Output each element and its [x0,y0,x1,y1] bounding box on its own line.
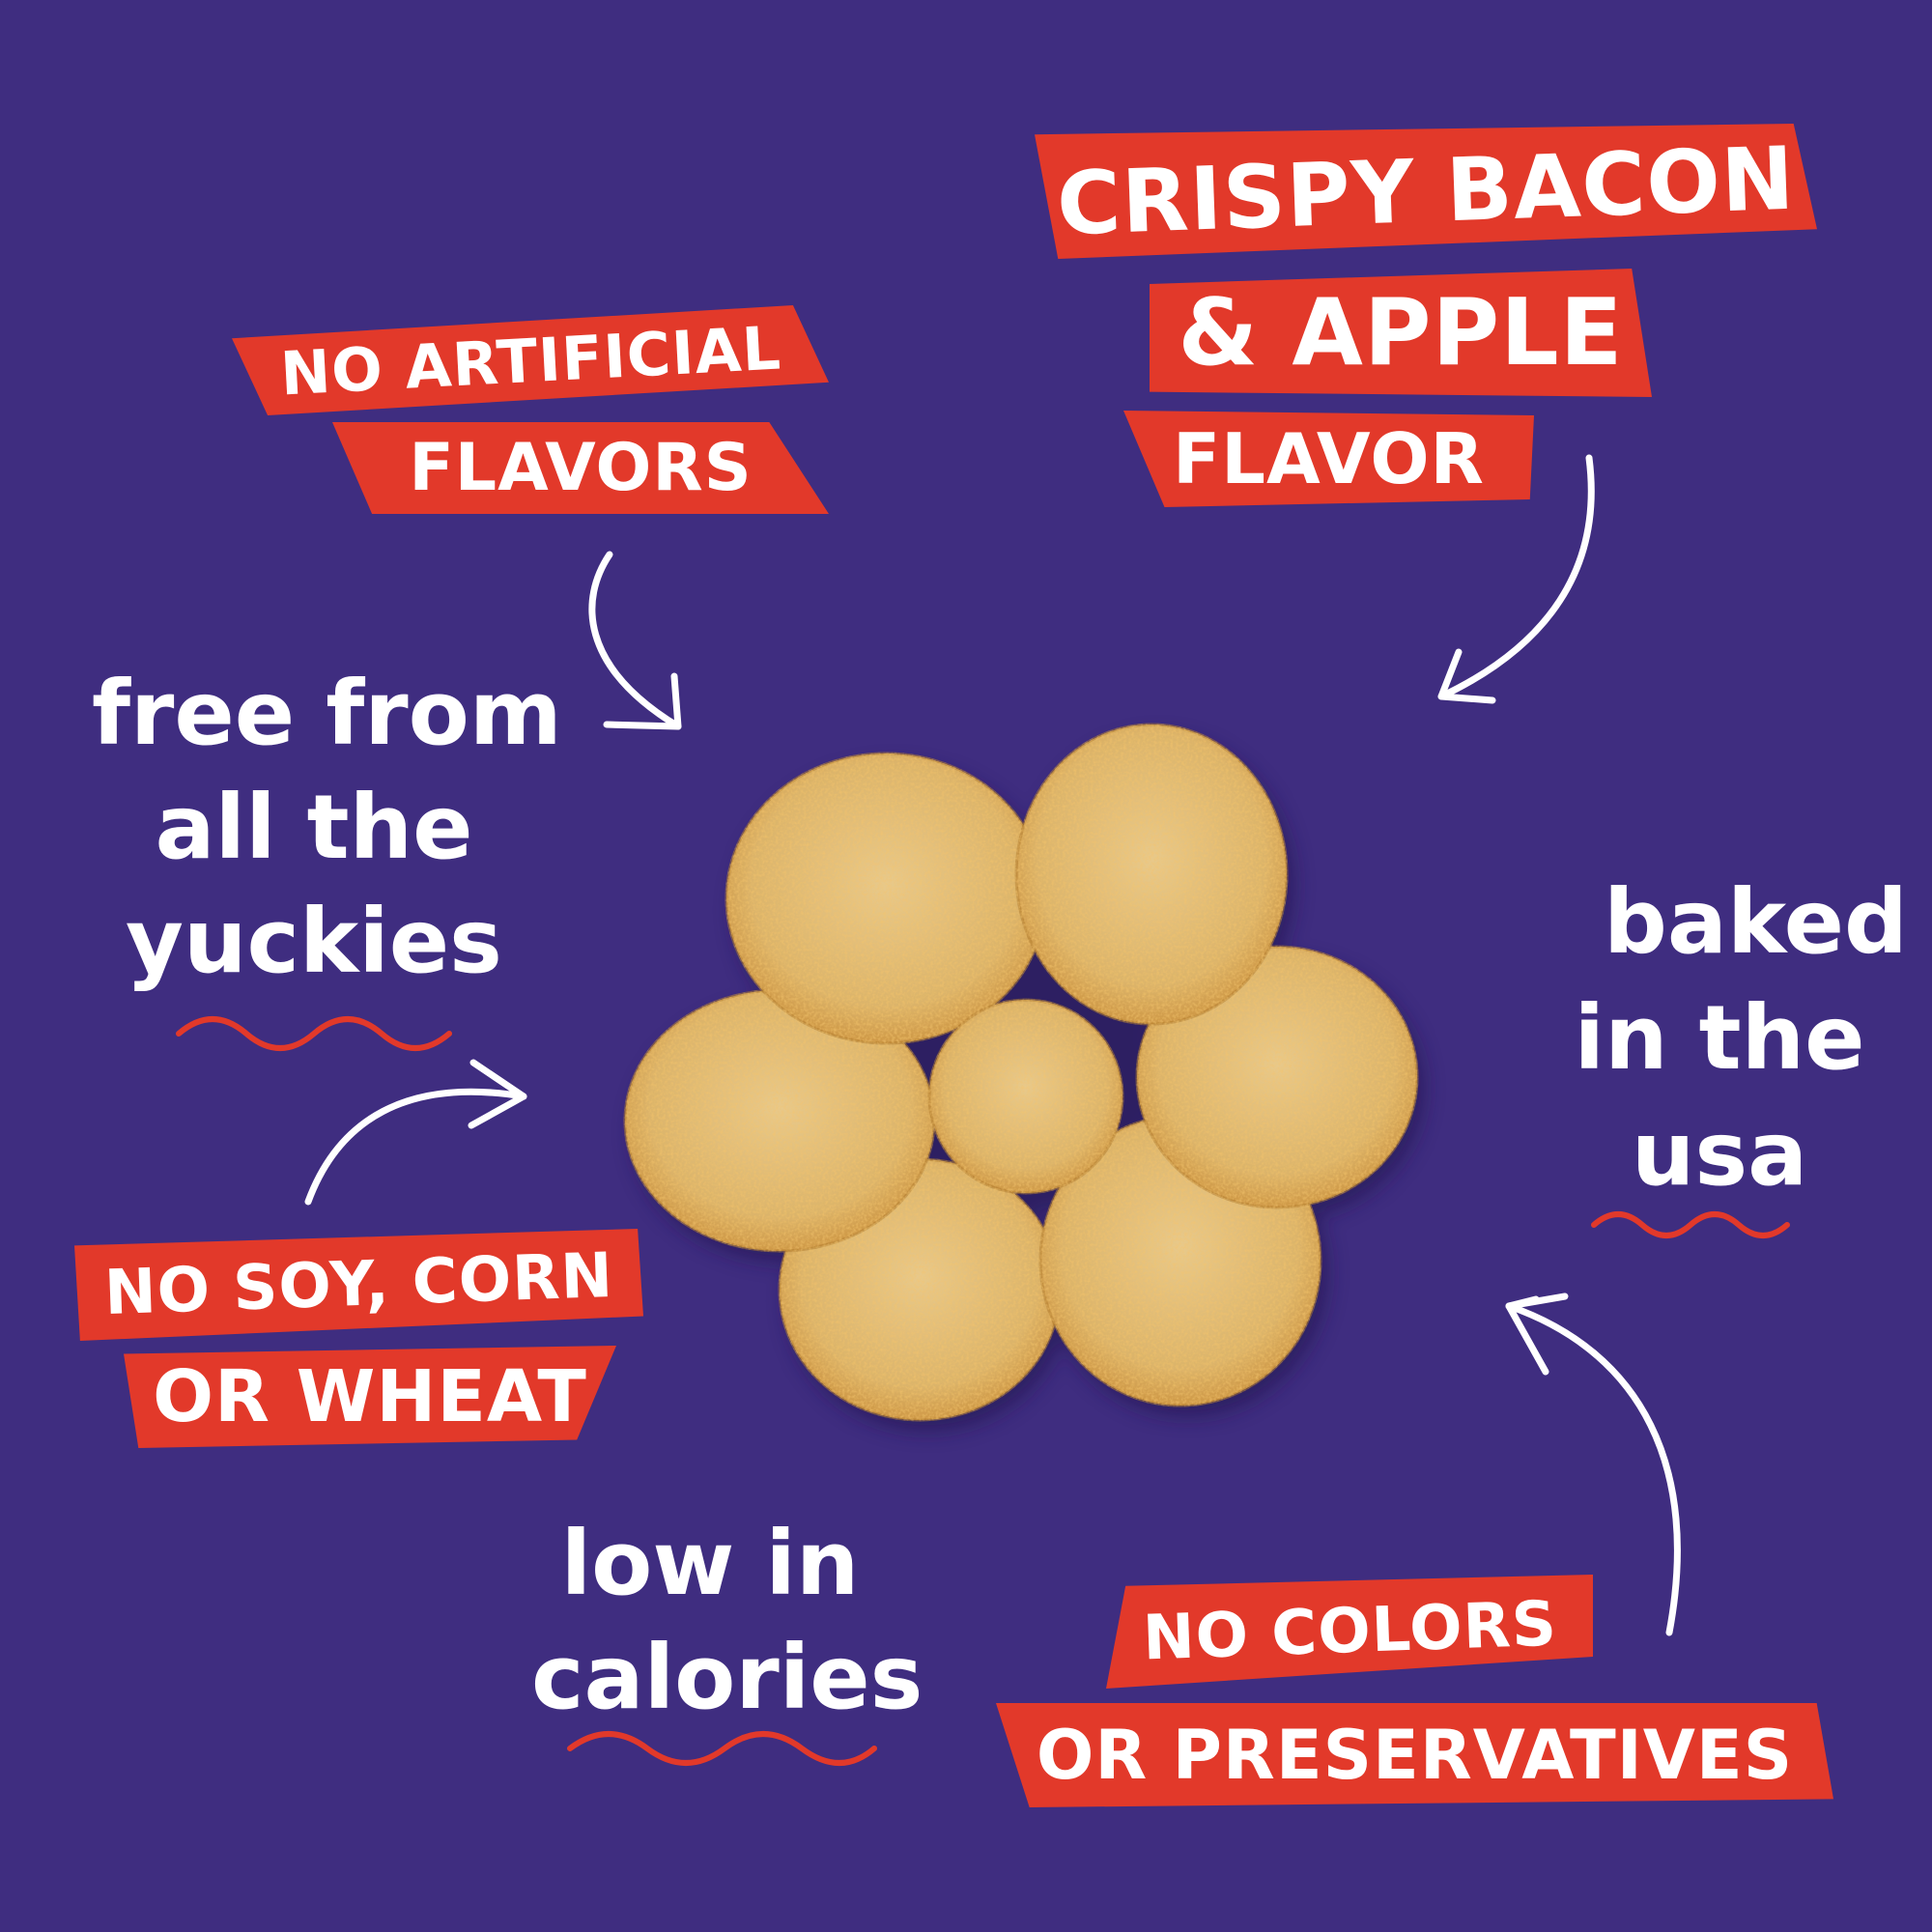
no-artificial-banner-line2: FLAVORS [332,422,829,514]
low-calories-callout: low in calories [531,1512,923,1729]
flavor-banner-line3: FLAVOR [1123,411,1534,507]
no-soy-banner-line2: OR WHEAT [124,1346,616,1448]
flavor-banner-line2: & APPLE [1150,269,1652,397]
arrow-icon [304,1059,527,1206]
free-from-callout: free from all the yuckies [92,662,562,993]
arrow-icon [588,551,682,730]
squiggle-underline [1591,1211,1790,1238]
no-colors-banner-line2: OR PRESERVATIVES [996,1703,1833,1807]
arrow-icon [1505,1293,1681,1636]
baked-in-usa-callout: baked in the usa [1574,870,1908,1206]
squiggle-underline [176,1016,452,1051]
squiggle-underline [567,1731,877,1766]
arrow-icon [1437,454,1595,704]
